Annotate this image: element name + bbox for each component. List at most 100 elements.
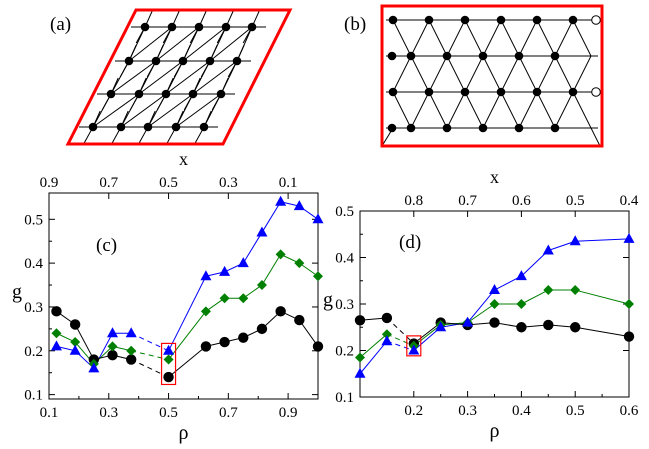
lattice-bond: [110, 60, 157, 95]
data-point-circle: [570, 322, 581, 333]
series-line-segment: [548, 240, 576, 251]
data-point-triangle: [69, 344, 81, 355]
lattice-bond: [209, 26, 253, 62]
lattice-bond: [482, 55, 502, 93]
lattice-bond: [572, 55, 592, 93]
data-point-diamond: [516, 299, 527, 309]
lattice-bond: [590, 127, 601, 147]
lattice-site: [460, 15, 470, 25]
y-tick-label: 0.4: [335, 251, 354, 267]
lattice-site: [387, 123, 397, 133]
highlight-box: [160, 342, 177, 386]
series-line-segment: [298, 319, 319, 347]
data-point-triangle: [50, 340, 62, 351]
lattice-bond: [464, 91, 484, 129]
lattice-site: [496, 87, 506, 97]
x-tick-label: 0.4: [512, 403, 531, 419]
lattice-site: [161, 89, 171, 99]
x-axis-label: ρ: [179, 422, 189, 444]
lattice-site: [194, 22, 204, 32]
series-line-segment: [575, 238, 630, 242]
data-point-triangle: [200, 270, 212, 281]
data-point-diamond: [107, 341, 118, 352]
series-line-segment: [521, 250, 549, 277]
data-point-circle: [489, 317, 500, 328]
data-point-diamond: [126, 345, 137, 356]
lattice-bond: [392, 55, 412, 93]
lattice-site: [424, 15, 434, 25]
series-line-segment: [413, 322, 442, 344]
lattice-bond: [482, 91, 502, 129]
data-point-triangle: [381, 335, 393, 346]
series-line-segment: [386, 317, 415, 344]
panel-b-label: (b): [344, 14, 366, 35]
panel-label: (c): [96, 235, 117, 256]
lattice-site: [134, 89, 144, 99]
panel-a-label: (a): [50, 14, 71, 35]
lattice-site: [388, 15, 398, 25]
lattice-bond: [392, 91, 412, 129]
lattice-site: [167, 22, 177, 32]
series-line-segment: [467, 289, 495, 323]
lattice-bond: [192, 60, 238, 95]
lattice-site: [532, 87, 542, 97]
data-point-diamond: [238, 293, 249, 304]
data-point-circle: [623, 331, 635, 342]
data-point-diamond: [294, 258, 305, 269]
series-line-segment: [168, 346, 207, 378]
data-point-triangle: [125, 327, 137, 338]
data-point-circle: [256, 323, 268, 335]
y-axis-label: g: [323, 289, 333, 311]
cell-border: [380, 4, 604, 148]
lattice-bond: [138, 60, 184, 95]
lattice-site-ghost: [591, 15, 601, 25]
lattice-site: [143, 122, 153, 132]
y-tick-label: 0.1: [24, 388, 43, 404]
lattice-site: [550, 123, 560, 133]
data-point-circle: [238, 332, 249, 343]
y-tick-label: 0.4: [24, 256, 43, 272]
top-tick-label: 0.6: [512, 193, 531, 209]
lattice-bond: [410, 55, 430, 93]
lattice-bond: [446, 19, 466, 57]
lattice-site: [424, 87, 434, 97]
data-point-triangle: [312, 213, 324, 224]
top-tick-label: 0.7: [458, 193, 477, 209]
top-tick-label: 0.5: [159, 175, 178, 191]
data-point-circle: [107, 349, 118, 361]
lattice-bond: [500, 19, 520, 57]
data-point-diamond: [489, 299, 500, 309]
top-axis-label: x: [490, 167, 499, 187]
lattice-bond: [572, 19, 592, 57]
series-line-segment: [386, 333, 414, 347]
series-line-segment: [575, 326, 630, 338]
data-point-diamond: [543, 285, 554, 296]
lattice-site: [116, 122, 126, 132]
lattice-site: [568, 87, 578, 97]
series-line-segment: [130, 359, 169, 378]
x-tick-label: 0.1: [40, 405, 59, 421]
data-point-circle: [51, 306, 62, 317]
lattice-bond: [518, 55, 538, 93]
lattice-site: [216, 89, 226, 99]
series-line-segment: [242, 232, 263, 264]
lattice-bond: [536, 55, 556, 93]
lattice-site: [140, 22, 150, 32]
y-tick-label: 0.3: [335, 297, 354, 313]
lattice-bond: [92, 93, 140, 128]
data-point-circle: [200, 341, 212, 352]
lattice-site: [460, 87, 470, 97]
data-point-circle: [543, 319, 554, 331]
lattice-site: [199, 122, 209, 132]
data-point-diamond: [355, 352, 365, 363]
series-line-segment: [131, 350, 169, 361]
lattice-bond: [165, 60, 211, 95]
lattice-bond: [410, 19, 430, 57]
cell-border: [65, 8, 293, 146]
data-point-triangle: [237, 257, 249, 268]
series-line-segment: [168, 311, 207, 360]
panel-label: (d): [399, 232, 421, 253]
series-line-segment: [130, 332, 169, 352]
data-point-circle: [294, 314, 305, 326]
top-axis-label: x: [179, 149, 188, 169]
